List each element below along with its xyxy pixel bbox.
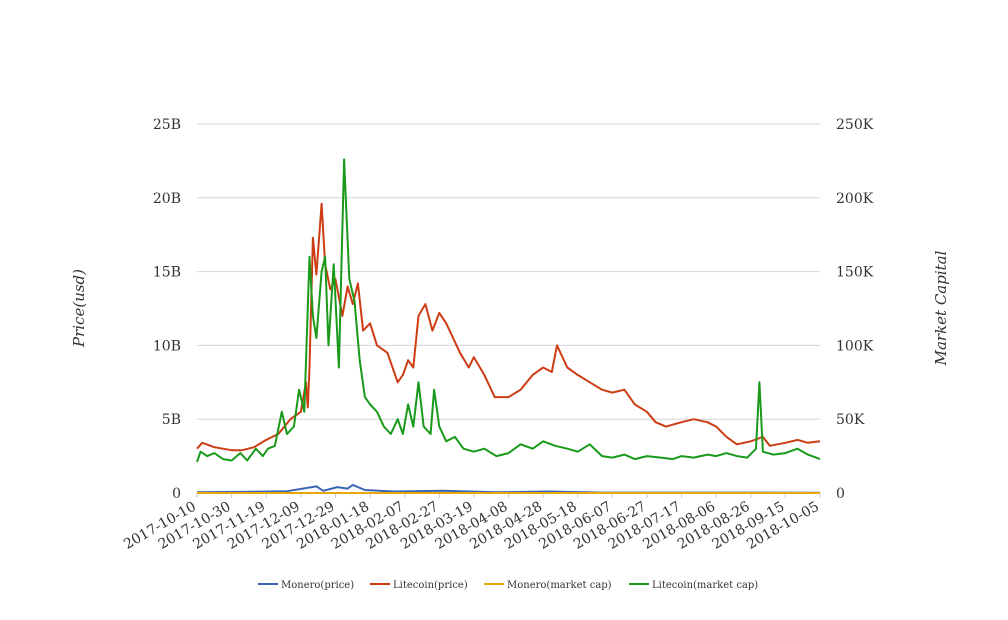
y2-tick-label: 150K <box>836 265 874 281</box>
y-tick-label: 0 <box>172 486 181 502</box>
y-tick-label: 25B <box>153 117 181 133</box>
y-tick-label: 10B <box>153 338 181 354</box>
series-line-1 <box>196 202 821 452</box>
y-axis-left-ticks: 0 5B 10B 15B 20B 25B <box>153 117 181 502</box>
legend-label: Litecoin(price) <box>393 580 468 591</box>
y-axis-right-ticks: 0 50K 100K 150K 200K 250K <box>836 117 874 502</box>
y-axis-right-title: Market Capital <box>932 250 950 366</box>
y2-tick-label: 250K <box>836 117 874 133</box>
series-line-0 <box>196 483 821 494</box>
series-lines <box>196 158 821 494</box>
y-tick-label: 15B <box>153 265 181 281</box>
legend-label: Monero(price) <box>281 580 354 591</box>
y2-tick-label: 50K <box>836 412 865 428</box>
y2-tick-label: 0 <box>836 486 845 502</box>
y-tick-label: 20B <box>153 191 181 207</box>
legend: Monero(price) Litecoin(price) Monero(marke… <box>258 580 758 591</box>
y2-tick-label: 200K <box>836 191 874 207</box>
legend-label: Litecoin(market cap) <box>652 580 758 591</box>
y2-tick-label: 100K <box>836 338 874 354</box>
series-line-3 <box>196 158 821 463</box>
legend-label: Monero(market cap) <box>507 580 612 591</box>
y-axis-left-title: Price(usd) <box>70 269 88 348</box>
x-axis-ticks: 2017-10-102017-10-302017-11-192017-12-09… <box>121 493 822 553</box>
y-tick-label: 5B <box>162 412 181 428</box>
